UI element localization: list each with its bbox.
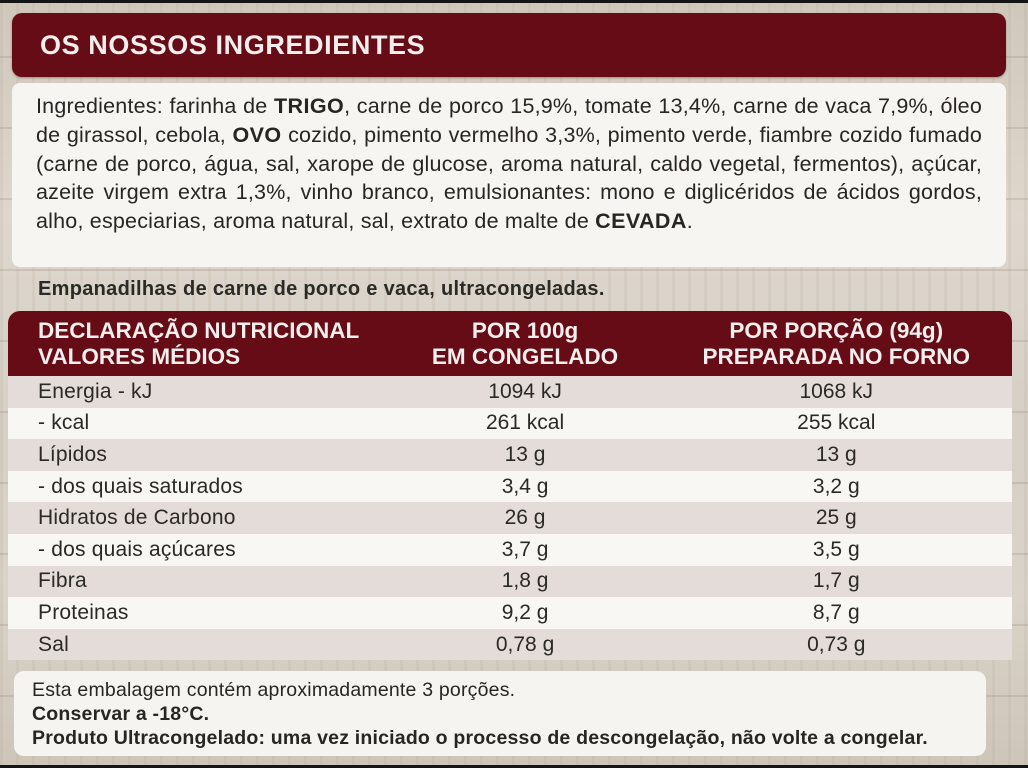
ingredients-text-segment: cozido, pimento vermelho 3,3%, pimento v… [36,122,983,234]
nutrition-table-body: Energia - kJ 1094 kJ 1068 kJ - kcal 261 … [8,376,1012,661]
table-row-energy-kj: Energia - kJ 1094 kJ 1068 kJ [8,376,1012,408]
row-value-per100g: 26 g [504,506,546,530]
row-value-per100g: 261 kcal [485,411,565,435]
table-row-sugars: - dos quais açúcares 3,7 g 3,5 g [8,533,1012,566]
row-value-perportion: 1068 kJ [799,379,874,403]
table-row-saturates: - dos quais saturados 3,4 g 3,2 g [8,470,1012,503]
row-label: - dos quais saturados [38,474,243,498]
ingredients-allergen-cevada: CEVADA [595,209,687,234]
row-value-per100g: 3,4 g [501,474,549,498]
refreeze-warning-note: Produto Ultracongelado: uma vez iniciado… [32,726,928,749]
row-label: - dos quais açúcares [38,537,236,561]
nutrition-header-declaration-line1: DECLARAÇÃO NUTRICIONAL [38,317,360,343]
row-value-perportion: 0,73 g [807,632,866,656]
nutrition-header-per100g-line2: EM CONGELADO [431,343,619,369]
table-row-energy-kcal: - kcal 261 kcal 255 kcal [8,407,1012,440]
nutrition-header-perportion-column: POR PORÇÃO (94g) PREPARADA NO FORNO [661,311,1012,376]
row-label: Energia - kJ [38,379,153,403]
top-frame-line [0,0,1028,3]
row-value-per100g: 0,78 g [495,632,555,656]
row-value-perportion: 8,7 g [812,600,860,624]
table-row-protein: Proteinas 9,2 g 8,7 g [8,597,1012,629]
ingredients-section-title-banner: OS NOSSOS INGREDIENTES [12,13,1006,77]
ingredients-text-segment: . [686,209,693,234]
nutrition-table-header: DECLARAÇÃO NUTRICIONAL VALORES MÉDIOS PO… [8,311,1012,376]
product-description: Empanadilhas de carne de porco e vaca, u… [38,278,605,300]
servings-note: Esta embalagem contém aproximadamente 3 … [32,679,516,701]
nutrition-header-perportion-line2: PREPARADA NO FORNO [702,343,971,369]
row-label: Hidratos de Carbono [38,506,236,530]
row-value-per100g: 13 g [504,442,546,466]
nutrition-header-per100g-column: POR 100g EM CONGELADO [390,311,661,376]
row-label: Proteinas [38,600,129,624]
page-title: OS NOSSOS INGREDIENTES [40,29,426,60]
row-value-perportion: 13 g [815,442,857,466]
row-value-perportion: 3,2 g [812,474,860,498]
nutrition-header-per100g-line1: POR 100g [471,317,579,343]
nutrition-header-declaration-line2: VALORES MÉDIOS [38,343,241,369]
table-row-fibre: Fibra 1,8 g 1,7 g [8,565,1012,598]
row-value-per100g: 1,8 g [501,569,549,593]
table-row-fat: Lípidos 13 g 13 g [8,439,1012,471]
row-value-perportion: 25 g [815,506,857,530]
row-label: Fibra [38,569,87,593]
row-value-per100g: 1094 kJ [488,379,562,403]
row-value-per100g: 3,7 g [501,537,549,561]
ingredients-text-segment: , carne de porco 15,9%, tomate 13,4%, ca… [36,94,982,147]
row-value-perportion: 1,7 g [812,569,860,593]
row-label: Sal [38,632,69,656]
nutrition-header-perportion-line1: POR PORÇÃO (94g) [729,317,944,343]
table-row-carbohydrates: Hidratos de Carbono 26 g 25 g [8,502,1012,534]
row-value-perportion: 255 kcal [797,411,876,435]
row-label: - kcal [38,411,90,435]
bottom-frame-line [0,765,1028,768]
ingredients-paragraph-panel: Ingredientes: farinha de TRIGO, carne de… [12,83,1006,267]
ingredients-text-segment: Ingredientes: farinha de [36,94,274,118]
row-label: Lípidos [38,442,108,466]
row-value-per100g: 9,2 g [501,600,549,624]
nutrition-header-declaration-column: DECLARAÇÃO NUTRICIONAL VALORES MÉDIOS [8,311,390,376]
row-value-perportion: 3,5 g [812,537,860,561]
ingredients-allergen-trigo: TRIGO [273,94,345,118]
ingredients-allergen-ovo: OVO [232,122,282,147]
storage-temperature-note: Conservar a -18°C. [32,702,210,725]
storage-instructions-panel: Esta embalagem contém aproximadamente 3 … [14,671,986,756]
table-row-salt: Sal 0,78 g 0,73 g [8,628,1012,661]
